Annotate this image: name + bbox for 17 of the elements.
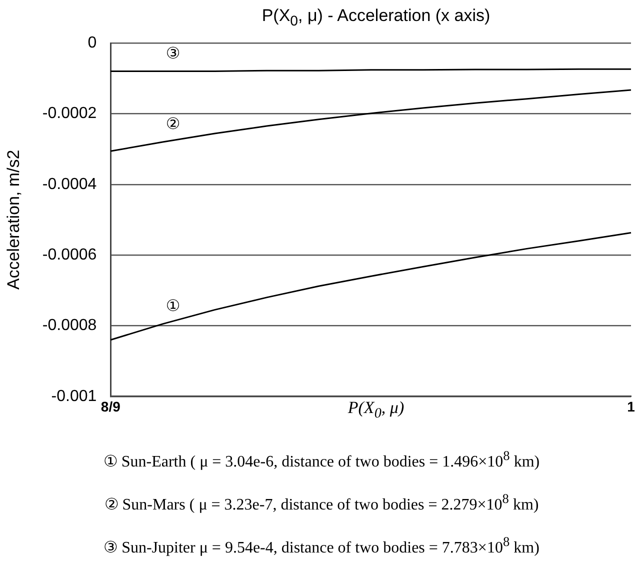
x-tick-label: 8/9 — [100, 398, 121, 415]
chart-title: P(X$_{0}$, μ) - Acceleration (x axis) — [260, 6, 492, 30]
x-axis-title: P(X$_{0}$, μ) — [348, 398, 404, 422]
annotation: ③ — [166, 43, 180, 62]
y-tick-label: -0.0004 — [42, 176, 97, 193]
annotation: ① — [166, 296, 180, 316]
text: ② Sun-Mars ( μ = 3.23e-7, distance of two bodies = 2.279×10$^{8}$ km) — [103, 491, 540, 514]
annotation: ② — [166, 114, 180, 134]
y-tick-label: -0.001 — [51, 388, 97, 405]
y-tick-label: -0.0008 — [42, 317, 97, 334]
text: ① Sun-Earth ( μ = 3.04e-6, distance of two bodies = 1.496×10$^{8}$ km) — [102, 448, 541, 472]
y-axis-title: Acceleration, m/s2 — [4, 150, 23, 290]
text: ③ Sun-Jupiter μ = 9.54e-4, distance of two bodies = 7.783×10$^{8}$ km) — [102, 534, 540, 558]
y-tick-label: 0 — [88, 34, 97, 52]
y-tick-label: -0.0002 — [42, 105, 97, 122]
x-tick-label: 1 — [627, 398, 636, 415]
y-tick-label: -0.0006 — [42, 246, 97, 264]
